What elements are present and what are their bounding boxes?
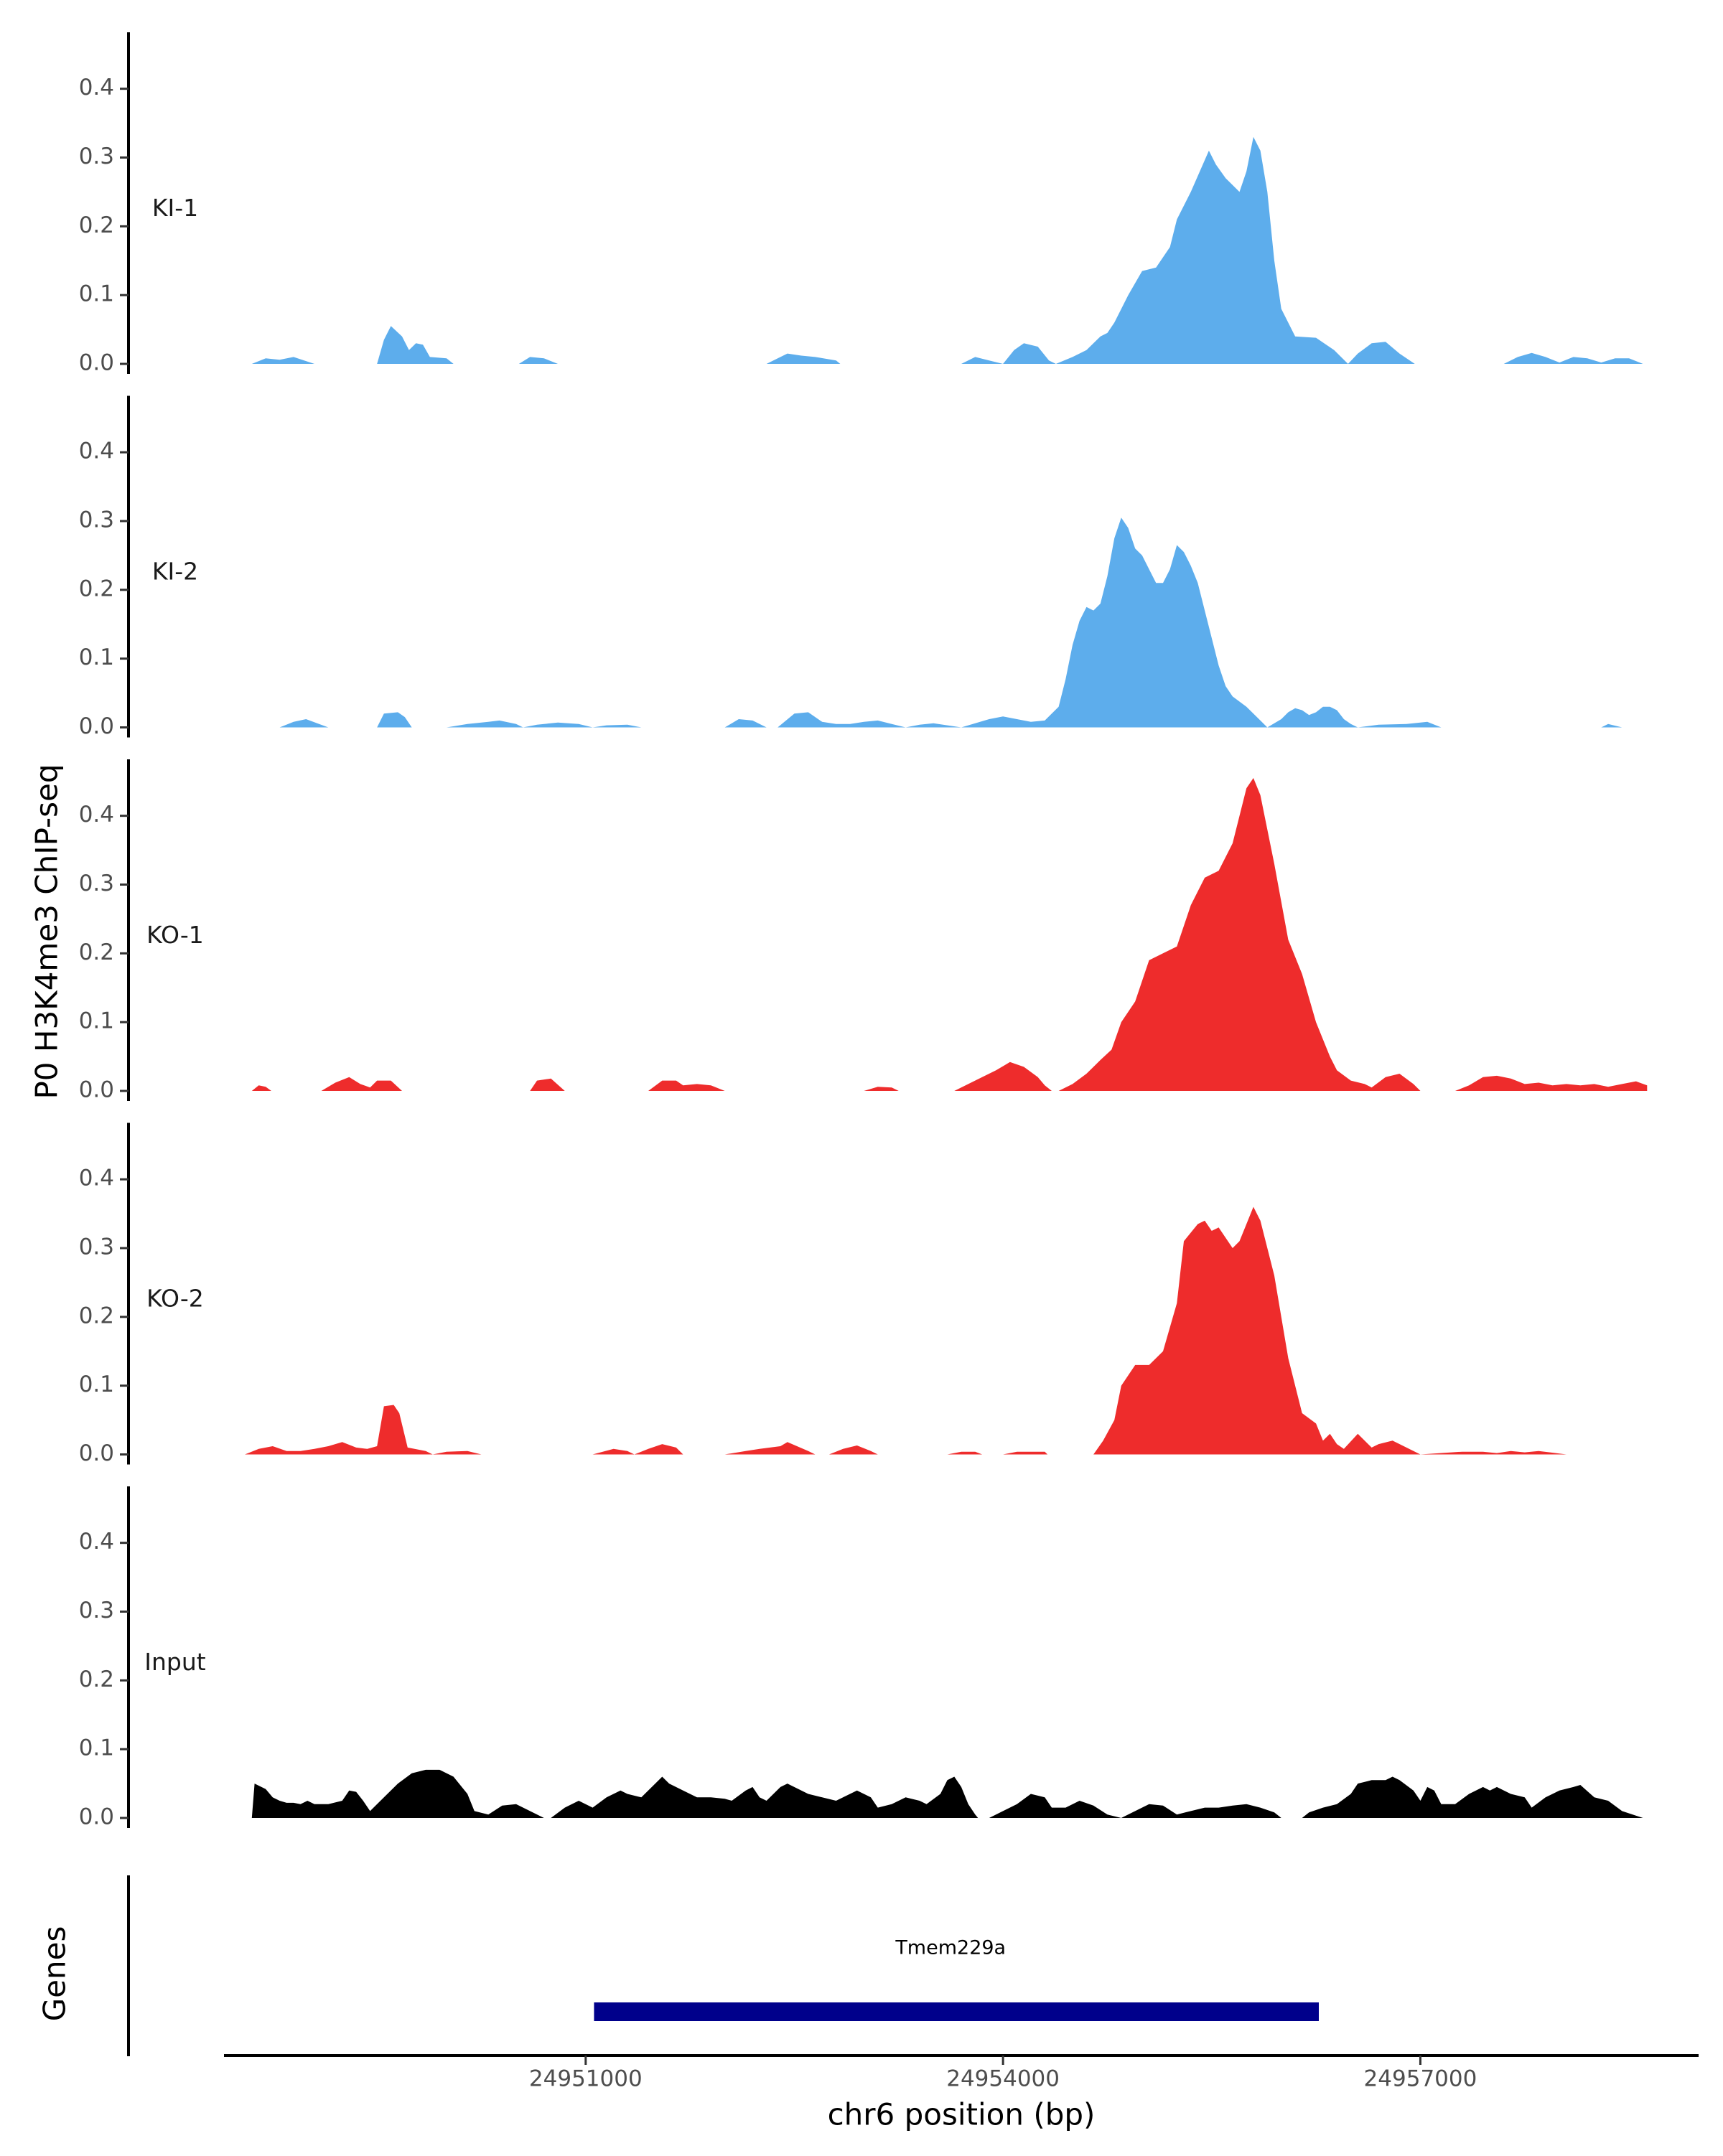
track-ki-1: 0.0 0.1 0.2 0.3 0.4 KI-1 (79, 32, 1643, 376)
signal-area-ko-2 (245, 1206, 1566, 1455)
y-tick-label: 0.1 (79, 1008, 114, 1034)
track-ki-2: 0.0 0.1 0.2 0.3 0.4 KI-2 (79, 395, 1622, 739)
signal-area-ki-1 (251, 136, 1643, 364)
x-tick-label: 24951000 (529, 2066, 643, 2092)
y-tick-label: 0.2 (79, 939, 114, 965)
y-tick-label: 0.0 (79, 1804, 114, 1830)
y-tick-label: 0.1 (79, 645, 114, 670)
y-tick-label: 0.0 (79, 1077, 114, 1103)
track-label-input: Input (144, 1648, 206, 1676)
y-tick-label: 0.1 (79, 1372, 114, 1397)
y-tick-label: 0.3 (79, 1234, 114, 1260)
track-input: 0.0 0.1 0.2 0.3 0.4 Input (79, 1486, 1643, 1830)
x-tick-label: 24957000 (1364, 2066, 1477, 2092)
gene-label-tmem229a: Tmem229a (895, 1937, 1006, 1959)
track-label-ko-1: KO-1 (146, 921, 204, 949)
signal-area-input (251, 1769, 1643, 1818)
y-tick-label: 0.2 (79, 212, 114, 238)
y-tick-label: 0.0 (79, 713, 114, 739)
y-tick-label: 0.2 (79, 1667, 114, 1692)
y-tick-label: 0.3 (79, 1598, 114, 1623)
y-tick-label: 0.4 (79, 1166, 114, 1191)
y-tick-label: 0.1 (79, 281, 114, 307)
track-ko-1: 0.0 0.1 0.2 0.3 0.4 KO-1 (79, 759, 1648, 1103)
y-tick-label: 0.2 (79, 576, 114, 601)
gene-bar-tmem229a (594, 2002, 1319, 2021)
y-tick-label: 0.3 (79, 144, 114, 169)
y-axis-title: P0 H3K4me3 ChIP-seq (29, 764, 65, 1099)
y-tick-label: 0.2 (79, 1303, 114, 1328)
signal-area-ki-2 (279, 517, 1622, 728)
y-tick-label: 0.4 (79, 1529, 114, 1555)
x-tick-label: 24954000 (946, 2066, 1060, 2092)
y-tick-label: 0.4 (79, 802, 114, 828)
genes-panel-title: Genes (37, 1926, 73, 2022)
y-tick-label: 0.3 (79, 871, 114, 896)
y-tick-label: 0.4 (79, 75, 114, 100)
y-tick-label: 0.1 (79, 1735, 114, 1761)
track-ko-2: 0.0 0.1 0.2 0.3 0.4 KO-2 (79, 1122, 1566, 1466)
track-label-ki-2: KI-2 (152, 557, 198, 585)
y-tick-label: 0.0 (79, 1440, 114, 1466)
y-tick-label: 0.0 (79, 350, 114, 376)
x-axis: chr6 position (bp) 24951000 24954000 24957… (224, 2054, 1699, 2132)
tracks-layer: 0.00.10.20.30.4KI-10.00.10.20.30.4KI-20.… (79, 32, 1648, 1830)
track-label-ki-1: KI-1 (152, 194, 198, 222)
signal-area-ko-1 (251, 778, 1648, 1091)
genes-panel: Genes Tmem229a (37, 1875, 1319, 2056)
x-axis-title: chr6 position (bp) (828, 2097, 1096, 2132)
track-label-ko-2: KO-2 (146, 1284, 204, 1312)
y-tick-label: 0.3 (79, 507, 114, 533)
y-tick-label: 0.4 (79, 439, 114, 464)
